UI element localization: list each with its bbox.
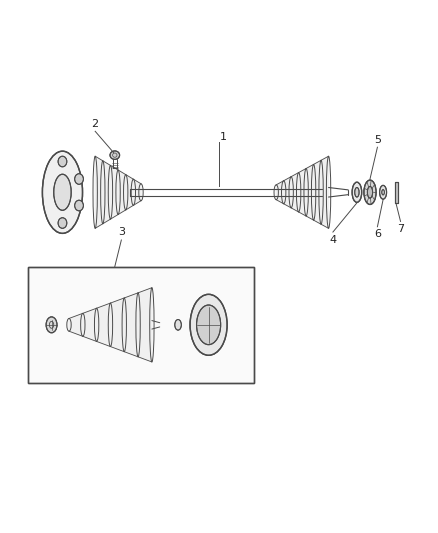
Ellipse shape	[42, 151, 82, 233]
Circle shape	[74, 174, 83, 184]
Circle shape	[58, 217, 67, 228]
Bar	[28, 266, 254, 383]
Ellipse shape	[174, 319, 181, 330]
Circle shape	[74, 200, 83, 211]
Text: 4: 4	[328, 235, 336, 245]
Ellipse shape	[46, 317, 57, 333]
Ellipse shape	[363, 180, 375, 205]
Ellipse shape	[354, 188, 358, 197]
Ellipse shape	[110, 151, 119, 159]
Text: 7: 7	[396, 224, 403, 234]
Ellipse shape	[351, 182, 361, 203]
Polygon shape	[69, 288, 152, 362]
Ellipse shape	[379, 185, 386, 199]
Ellipse shape	[190, 294, 226, 356]
Polygon shape	[95, 156, 141, 228]
Ellipse shape	[367, 187, 372, 198]
Text: 1: 1	[219, 132, 226, 142]
Ellipse shape	[53, 174, 71, 211]
Bar	[394, 182, 397, 203]
Circle shape	[58, 156, 67, 167]
Ellipse shape	[381, 190, 384, 195]
Text: 6: 6	[373, 229, 380, 239]
Bar	[394, 182, 397, 203]
Bar	[28, 266, 254, 383]
Text: 2: 2	[92, 119, 99, 128]
Polygon shape	[276, 156, 328, 228]
Text: 5: 5	[373, 134, 380, 144]
Ellipse shape	[196, 305, 220, 345]
Text: 3: 3	[117, 228, 124, 237]
